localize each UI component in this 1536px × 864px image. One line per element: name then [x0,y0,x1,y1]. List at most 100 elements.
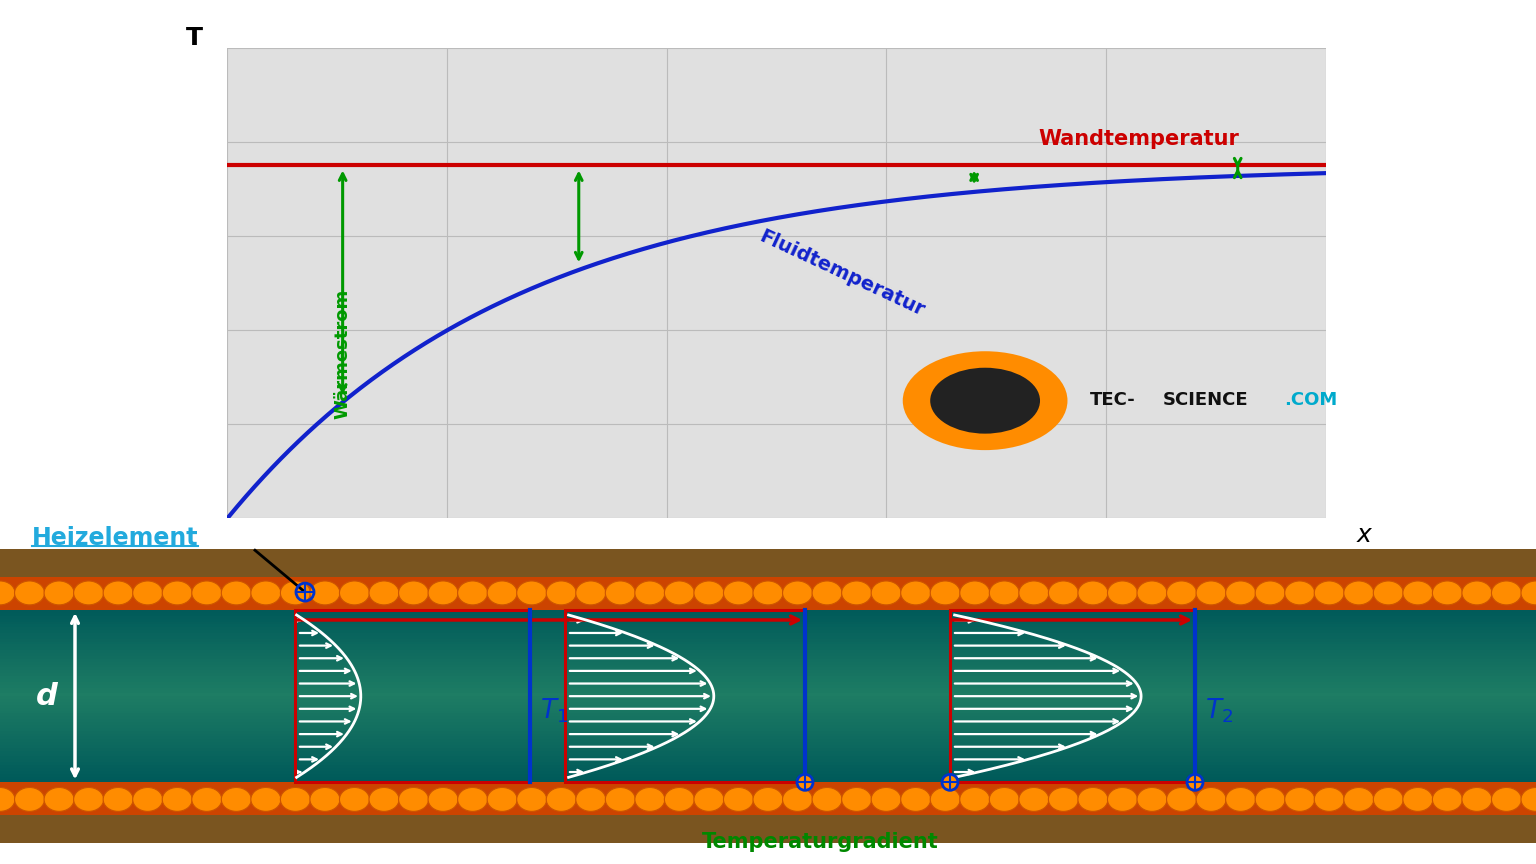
Bar [0,618,1536,621]
Ellipse shape [1402,787,1433,811]
Ellipse shape [1491,787,1522,811]
Text: TEC-: TEC- [1089,391,1135,409]
Bar [0,765,1536,768]
Ellipse shape [576,581,605,605]
Bar [0,550,1536,577]
Circle shape [797,774,813,791]
Ellipse shape [310,581,339,605]
Ellipse shape [132,787,163,811]
Text: $T_1$: $T_1$ [541,697,568,726]
Bar [0,624,1536,627]
Bar [0,696,1536,699]
Bar [949,610,1195,782]
Bar [0,753,1536,757]
Ellipse shape [753,787,783,811]
Bar [0,678,1536,682]
Bar [0,736,1536,740]
Ellipse shape [1373,787,1404,811]
Ellipse shape [1107,787,1138,811]
Bar [0,638,1536,642]
Bar [0,644,1536,647]
Ellipse shape [1521,581,1536,605]
Bar [0,641,1536,645]
Text: $T_2$: $T_2$ [1206,697,1233,726]
Text: Wärmestrom: Wärmestrom [333,289,352,419]
Ellipse shape [900,787,931,811]
Ellipse shape [14,787,45,811]
Bar [0,762,1536,766]
Bar [295,610,530,782]
Ellipse shape [1018,581,1049,605]
Ellipse shape [250,581,281,605]
Ellipse shape [0,787,15,811]
Bar [0,670,1536,673]
Ellipse shape [605,581,636,605]
Ellipse shape [960,787,989,811]
Ellipse shape [931,787,960,811]
Ellipse shape [931,581,960,605]
Ellipse shape [1462,581,1491,605]
Ellipse shape [665,787,694,811]
Bar [0,756,1536,759]
Bar [0,632,1536,636]
Bar [0,687,1536,690]
Bar [0,661,1536,664]
Ellipse shape [45,787,74,811]
Ellipse shape [1137,581,1167,605]
Ellipse shape [1315,787,1344,811]
Ellipse shape [694,787,723,811]
Bar [0,626,1536,630]
Bar [0,747,1536,751]
Ellipse shape [989,581,1020,605]
Ellipse shape [103,787,134,811]
Bar [0,733,1536,736]
Bar [0,713,1536,716]
Bar [0,682,1536,684]
Ellipse shape [221,581,252,605]
Text: Temperaturgradient: Temperaturgradient [702,832,938,852]
Text: Heizelement: Heizelement [32,526,198,550]
Bar [0,613,1536,616]
Ellipse shape [14,581,45,605]
Bar [0,771,1536,774]
Text: T: T [186,26,203,50]
Bar [0,719,1536,722]
Bar [0,776,1536,779]
Ellipse shape [1284,787,1315,811]
Bar [0,667,1536,670]
Ellipse shape [694,581,723,605]
Bar [0,707,1536,710]
Text: x: x [1356,523,1372,547]
Ellipse shape [369,581,399,605]
Bar [0,816,1536,843]
Ellipse shape [1197,581,1226,605]
Ellipse shape [369,787,399,811]
Ellipse shape [1226,787,1255,811]
Ellipse shape [1049,787,1078,811]
Ellipse shape [1255,787,1286,811]
Ellipse shape [1197,787,1226,811]
Ellipse shape [1491,581,1522,605]
Ellipse shape [634,581,665,605]
Ellipse shape [605,787,636,811]
Ellipse shape [163,787,192,811]
Bar [0,741,1536,745]
Ellipse shape [547,581,576,605]
Ellipse shape [723,581,754,605]
Bar [0,609,1536,613]
Bar [0,577,1536,610]
Bar [0,650,1536,653]
Ellipse shape [1166,787,1197,811]
Bar [0,745,1536,748]
Ellipse shape [1018,787,1049,811]
Bar [565,610,805,782]
Ellipse shape [516,787,547,811]
Ellipse shape [132,581,163,605]
Ellipse shape [842,581,871,605]
Ellipse shape [1433,581,1462,605]
Ellipse shape [281,787,310,811]
Ellipse shape [281,581,310,605]
Ellipse shape [1166,581,1197,605]
Bar [0,782,1536,816]
Text: SCIENCE: SCIENCE [1163,391,1249,409]
